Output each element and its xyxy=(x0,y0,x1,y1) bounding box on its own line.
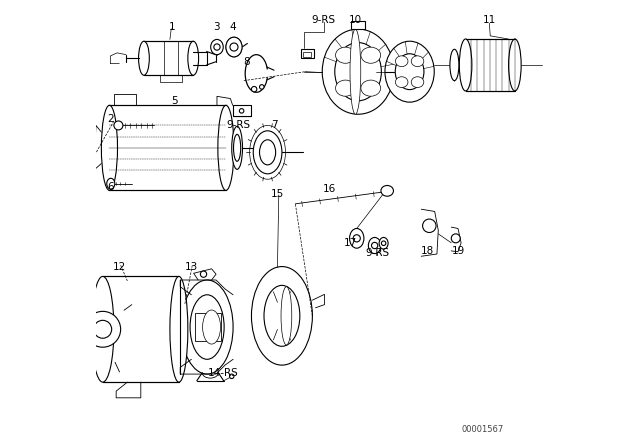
Circle shape xyxy=(381,241,386,246)
Ellipse shape xyxy=(92,276,114,382)
Ellipse shape xyxy=(335,80,355,96)
Ellipse shape xyxy=(188,41,198,75)
Ellipse shape xyxy=(211,39,223,55)
Text: 5: 5 xyxy=(171,96,178,106)
Ellipse shape xyxy=(450,49,459,81)
Ellipse shape xyxy=(181,280,233,374)
Bar xyxy=(351,21,365,29)
Ellipse shape xyxy=(234,134,241,161)
Ellipse shape xyxy=(379,237,388,249)
Ellipse shape xyxy=(264,285,300,346)
Text: 7: 7 xyxy=(271,121,278,130)
Circle shape xyxy=(85,311,121,347)
Text: 2: 2 xyxy=(107,114,114,124)
Text: 17: 17 xyxy=(344,238,357,248)
Circle shape xyxy=(230,43,238,51)
Ellipse shape xyxy=(260,140,276,165)
Ellipse shape xyxy=(369,237,381,254)
Text: 3: 3 xyxy=(212,22,220,32)
Text: 19: 19 xyxy=(451,246,465,256)
Text: 12: 12 xyxy=(113,262,126,271)
Bar xyxy=(233,105,250,116)
Ellipse shape xyxy=(218,105,234,190)
Text: 10: 10 xyxy=(349,15,362,25)
Circle shape xyxy=(230,374,234,379)
Circle shape xyxy=(422,219,436,233)
Circle shape xyxy=(200,271,207,277)
Text: 14-RS: 14-RS xyxy=(208,368,239,378)
Ellipse shape xyxy=(107,178,115,189)
Ellipse shape xyxy=(114,121,123,130)
Ellipse shape xyxy=(335,43,381,101)
Ellipse shape xyxy=(361,47,381,63)
Circle shape xyxy=(451,234,460,243)
Ellipse shape xyxy=(203,310,221,344)
Ellipse shape xyxy=(509,39,521,91)
Ellipse shape xyxy=(361,80,381,96)
Text: 13: 13 xyxy=(184,262,198,271)
Text: 11: 11 xyxy=(483,15,496,25)
Bar xyxy=(195,313,221,341)
Text: 9-RS: 9-RS xyxy=(365,248,389,258)
Ellipse shape xyxy=(252,267,312,365)
Ellipse shape xyxy=(170,276,188,382)
Ellipse shape xyxy=(281,287,292,345)
Ellipse shape xyxy=(396,56,408,67)
Ellipse shape xyxy=(253,131,282,174)
Ellipse shape xyxy=(412,56,424,67)
Ellipse shape xyxy=(232,126,243,169)
Bar xyxy=(109,105,226,190)
Text: 00001567: 00001567 xyxy=(461,425,503,434)
Ellipse shape xyxy=(349,228,364,248)
Circle shape xyxy=(371,242,378,249)
Ellipse shape xyxy=(335,47,355,63)
Circle shape xyxy=(214,44,220,50)
Text: 4: 4 xyxy=(229,22,236,32)
Ellipse shape xyxy=(396,77,408,87)
Ellipse shape xyxy=(385,41,434,102)
Text: 6: 6 xyxy=(107,182,114,192)
Circle shape xyxy=(239,109,244,113)
Bar xyxy=(301,49,314,58)
Text: 18: 18 xyxy=(421,246,434,256)
Circle shape xyxy=(94,320,112,338)
Ellipse shape xyxy=(396,54,424,90)
Ellipse shape xyxy=(190,295,224,359)
Circle shape xyxy=(260,85,264,89)
Ellipse shape xyxy=(381,185,394,196)
Ellipse shape xyxy=(460,39,472,91)
Circle shape xyxy=(252,86,257,92)
Text: 15: 15 xyxy=(271,189,284,198)
Bar xyxy=(144,41,193,75)
Text: 9-RS: 9-RS xyxy=(227,121,250,130)
Circle shape xyxy=(353,235,360,242)
Ellipse shape xyxy=(226,37,242,57)
Bar xyxy=(466,39,515,91)
Text: 8: 8 xyxy=(243,57,250,67)
Text: 16: 16 xyxy=(323,184,335,194)
Ellipse shape xyxy=(101,105,118,190)
Bar xyxy=(103,276,179,382)
Bar xyxy=(303,52,310,57)
Ellipse shape xyxy=(412,77,424,87)
Text: 1: 1 xyxy=(169,22,175,32)
Ellipse shape xyxy=(350,29,361,114)
Ellipse shape xyxy=(323,29,394,114)
Text: 9-RS: 9-RS xyxy=(312,15,335,25)
Ellipse shape xyxy=(139,41,149,75)
